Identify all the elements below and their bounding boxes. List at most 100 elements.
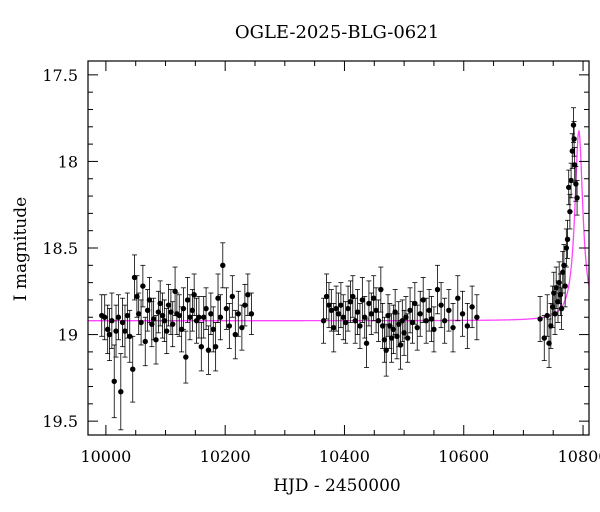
data-point <box>350 275 356 318</box>
data-marker <box>569 148 575 154</box>
data-marker <box>396 321 402 327</box>
data-marker <box>217 314 224 320</box>
data-marker <box>189 307 196 314</box>
data-marker <box>111 378 117 385</box>
x-tick-label: 10400 <box>319 447 370 466</box>
data-marker <box>187 314 193 320</box>
data-marker <box>229 293 236 300</box>
data-marker <box>562 283 568 289</box>
data-marker <box>326 302 332 308</box>
data-point <box>423 297 429 344</box>
data-marker <box>423 318 429 324</box>
data-marker <box>428 316 435 322</box>
data-point <box>359 277 366 323</box>
data-marker <box>115 314 122 320</box>
data-point <box>366 280 372 327</box>
y-tick-labels: 17.5 18 18.5 19 19.5 <box>42 66 78 431</box>
data-point <box>127 309 133 363</box>
data-marker <box>373 307 379 314</box>
data-point <box>414 304 420 351</box>
data-marker <box>122 328 128 334</box>
data-marker <box>567 208 573 215</box>
x-tick-labels: 10000 10200 10400 10600 10800 <box>80 447 600 466</box>
x-tick-label: 10800 <box>558 447 600 466</box>
data-point <box>407 287 413 334</box>
data-point <box>347 280 354 323</box>
data-point <box>338 282 344 329</box>
data-marker <box>118 389 124 395</box>
data-marker <box>573 181 579 187</box>
data-point <box>229 275 236 318</box>
data-marker <box>223 305 230 312</box>
data-point <box>235 290 241 337</box>
data-point <box>122 304 128 358</box>
data-point <box>574 180 580 216</box>
data-point <box>387 303 393 349</box>
data-point <box>323 273 330 320</box>
data-point <box>242 283 248 327</box>
data-marker <box>378 286 384 293</box>
y-tick-label: 18.5 <box>42 239 78 258</box>
data-point <box>165 283 172 327</box>
data-marker <box>352 318 358 324</box>
data-point <box>417 290 423 337</box>
data-point <box>113 304 119 358</box>
data-marker <box>220 262 226 269</box>
data-point <box>474 294 480 341</box>
data-point <box>124 292 131 339</box>
data-marker <box>560 269 566 275</box>
x-axis-label: HJD - 2450000 <box>273 476 401 496</box>
data-point <box>331 303 337 353</box>
data-marker <box>124 312 131 319</box>
data-point <box>215 273 221 323</box>
y-tick-label: 17.5 <box>42 66 78 85</box>
x-tick-label: 10600 <box>438 447 489 466</box>
data-marker <box>370 295 377 301</box>
data-marker <box>153 337 159 343</box>
data-marker <box>109 318 115 324</box>
y-tick-label: 19 <box>58 326 78 345</box>
data-point <box>357 303 363 349</box>
data-point <box>140 264 146 308</box>
data-point <box>541 315 547 361</box>
data-point <box>375 299 382 342</box>
data-marker <box>119 319 126 326</box>
data-marker <box>347 298 354 305</box>
data-point <box>562 264 568 308</box>
data-marker <box>366 300 372 307</box>
data-marker <box>338 302 344 308</box>
x-tick-label: 10000 <box>80 447 131 466</box>
data-marker <box>431 326 437 333</box>
plot-area <box>88 107 589 431</box>
data-marker <box>248 311 255 317</box>
data-marker <box>368 311 375 317</box>
data-marker <box>201 314 207 320</box>
data-point <box>544 294 550 337</box>
data-marker <box>191 292 197 298</box>
data-point <box>159 292 166 339</box>
data-marker <box>208 311 214 317</box>
data-point <box>183 330 189 384</box>
y-tick-label: 18 <box>58 152 78 171</box>
data-marker <box>142 338 148 345</box>
data-marker <box>387 323 393 329</box>
x-tick-label: 10200 <box>200 447 251 466</box>
data-marker <box>571 136 577 142</box>
data-marker <box>165 302 172 308</box>
data-marker <box>155 309 162 315</box>
data-marker <box>333 305 339 312</box>
data-point <box>102 294 108 341</box>
data-point <box>220 242 226 289</box>
data-marker <box>397 342 404 348</box>
data-point <box>320 297 327 344</box>
data-point <box>434 264 441 315</box>
data-marker <box>414 324 420 331</box>
data-marker <box>331 324 337 331</box>
data-point <box>370 275 377 322</box>
data-marker <box>104 326 111 333</box>
data-marker <box>203 305 209 312</box>
data-point <box>558 287 565 330</box>
data-marker <box>570 122 577 128</box>
data-marker <box>438 302 444 308</box>
data-point <box>130 335 136 403</box>
